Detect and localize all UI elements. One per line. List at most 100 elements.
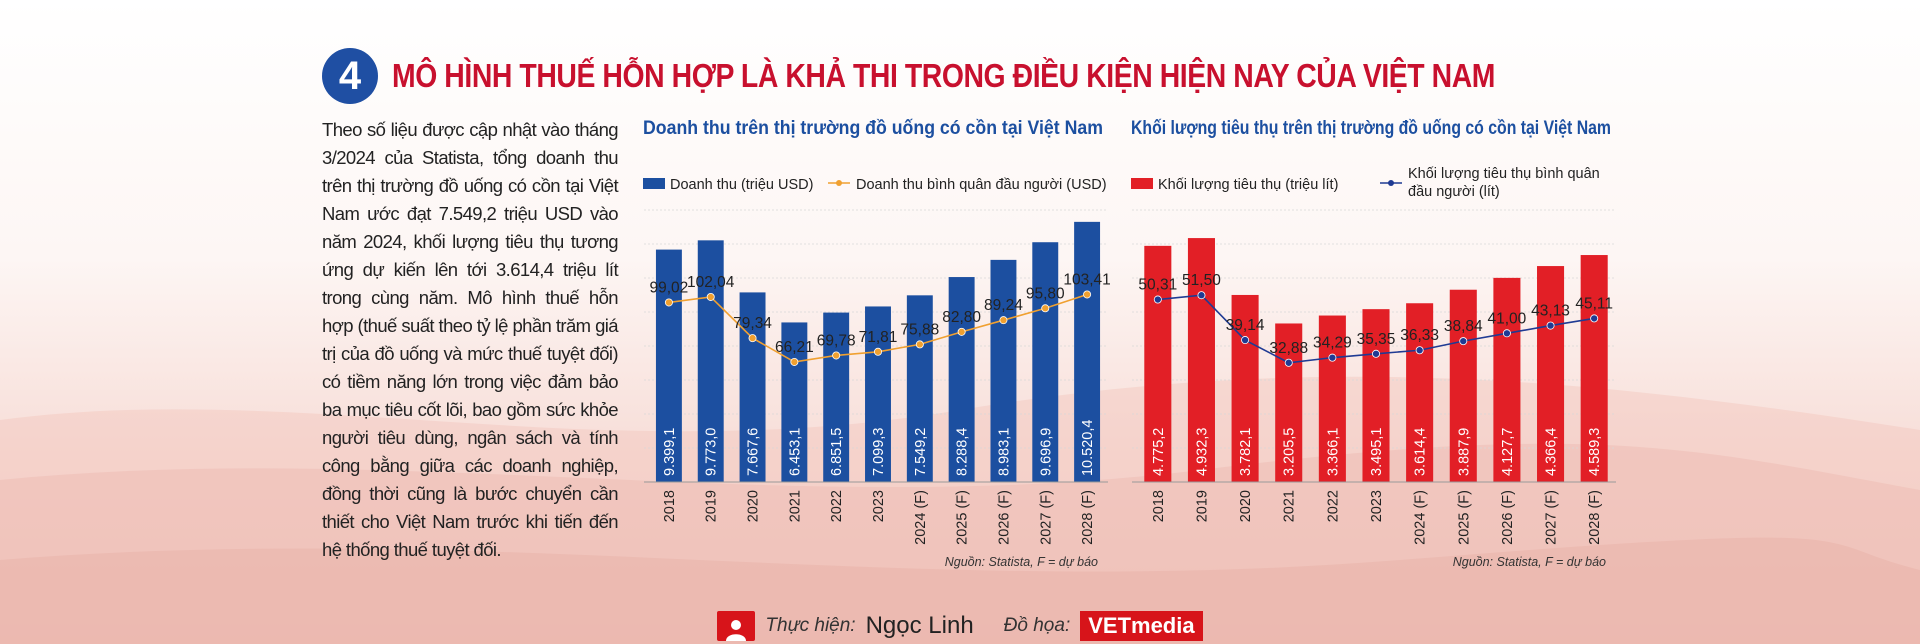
bar-value-label: 4.127,7 [1500, 428, 1516, 476]
line-value-label: 35,35 [1357, 331, 1396, 348]
author-icon [717, 611, 756, 641]
line-point [1590, 314, 1599, 323]
x-tick-label: 2027 (F) [1038, 490, 1054, 545]
bar-value-label: 7.549,2 [913, 428, 929, 476]
line-point [873, 347, 882, 356]
line-value-label: 75,88 [900, 321, 939, 338]
x-tick-label: 2020 [1238, 490, 1254, 522]
line-point [1041, 304, 1050, 313]
bar [823, 312, 850, 482]
line-value-label: 71,81 [859, 329, 898, 346]
bar [1032, 242, 1059, 482]
line-value-label: 82,80 [942, 309, 981, 326]
line-value-label: 99,02 [650, 279, 689, 296]
line-value-label: 41,00 [1488, 310, 1527, 327]
design-label: Đồ họa: [1003, 615, 1071, 636]
x-tick-label: 2022 [829, 490, 845, 522]
line-value-label: 89,24 [984, 297, 1023, 314]
line-point [1153, 295, 1162, 304]
bar-value-label: 3.205,5 [1282, 428, 1298, 476]
line-point [1083, 290, 1092, 299]
credits-footer: Thực hiện: Ngọc Linh Đồ họa: VETmedia [0, 608, 1920, 644]
legend-swatch-bar [1131, 178, 1153, 189]
line-value-label: 95,80 [1026, 285, 1065, 302]
bar [1275, 323, 1303, 482]
line-value-label: 39,14 [1226, 317, 1265, 334]
line-value-label: 45,11 [1575, 295, 1613, 312]
x-tick-label: 2019 [704, 490, 720, 522]
line-value-label: 51,50 [1182, 272, 1221, 289]
x-tick-label: 2023 [1369, 490, 1385, 522]
bar [1493, 277, 1521, 482]
bar-value-label: 8.983,1 [996, 428, 1012, 476]
bar-value-label: 3.614,4 [1413, 428, 1429, 476]
x-tick-label: 2025 (F) [955, 490, 971, 545]
x-tick-label: 2026 (F) [1500, 490, 1516, 545]
line-value-label: 50,31 [1138, 277, 1177, 294]
x-tick-label: 2021 [787, 490, 803, 522]
bar [865, 306, 891, 482]
x-tick-label: 2024 (F) [1413, 490, 1429, 545]
bar-value-label: 9.696,9 [1038, 428, 1054, 476]
line-value-label: 103,41 [1063, 271, 1110, 288]
line-value-label: 102,04 [687, 274, 735, 291]
bar [948, 277, 975, 482]
bar-value-label: 4.366,4 [1544, 428, 1560, 476]
line-point [790, 357, 799, 366]
section-number-badge: 4 [322, 48, 378, 104]
legend-label-bar: Khối lượng tiêu thụ (triệu lít) [1158, 177, 1338, 193]
x-tick-label: 2019 [1194, 490, 1210, 522]
bar [990, 259, 1017, 482]
source-note: Nguồn: Statista, F = dự báo [1453, 555, 1606, 569]
bar-value-label: 3.782,1 [1238, 428, 1254, 476]
bar [697, 240, 724, 482]
bar [1537, 266, 1565, 482]
author-label: Thực hiện: [765, 615, 856, 636]
x-tick-label: 2028 (F) [1080, 490, 1096, 545]
bar [655, 249, 682, 482]
x-tick-label: 2020 [746, 490, 762, 522]
line-value-label: 66,21 [775, 339, 814, 356]
line-value-label: 36,33 [1400, 327, 1439, 344]
x-tick-label: 2023 [871, 490, 887, 522]
line-point [999, 316, 1008, 325]
line-point [1546, 321, 1555, 330]
intro-paragraph: Theo số liệu được cập nhật vào tháng 3/2… [322, 119, 619, 560]
bar [781, 322, 808, 482]
bar-value-label: 6.453,1 [787, 428, 803, 476]
line-point [664, 298, 673, 307]
bar-value-label: 3.366,1 [1325, 428, 1341, 476]
line-point [1284, 358, 1293, 367]
line-point [957, 327, 966, 336]
bar [1318, 315, 1346, 482]
line-point [1459, 337, 1468, 346]
line-point [1328, 353, 1337, 362]
line-point [1502, 329, 1511, 338]
x-tick-label: 2024 (F) [913, 490, 929, 545]
legend-label-line: Khối lượng tiêu thụ bình quân đầu người (… [1408, 166, 1600, 200]
line-point [915, 340, 924, 349]
line-point [1415, 346, 1424, 355]
x-tick-label: 2022 [1325, 490, 1341, 522]
chart-title: Doanh thu trên thị trường đồ uống có cồn… [643, 118, 1103, 139]
bar-value-label: 7.099,3 [871, 428, 887, 476]
legend-swatch-marker [836, 180, 842, 186]
consumption-chart: Khối lượng tiêu thụ trên thị trường đồ u… [1131, 118, 1616, 569]
x-tick-label: 2027 (F) [1544, 490, 1560, 545]
bar [1406, 303, 1434, 482]
bar-value-label: 7.667,6 [746, 428, 762, 476]
bar [1231, 294, 1259, 482]
x-tick-label: 2025 (F) [1456, 490, 1472, 545]
bar-value-label: 6.851,5 [829, 428, 845, 476]
brand-logo: VETmedia [1080, 611, 1203, 641]
line-value-label: 32,88 [1269, 340, 1308, 357]
bar-value-label: 4.589,3 [1587, 428, 1603, 476]
section-header: 4 MÔ HÌNH THUẾ HỖN HỢP LÀ KHẢ THI TRONG … [322, 44, 1675, 108]
bar [1187, 238, 1215, 482]
legend-label-line: Doanh thu bình quân đầu người (USD) [856, 177, 1107, 193]
bar-value-label: 4.932,3 [1194, 428, 1210, 476]
line-point [1241, 336, 1250, 345]
legend-swatch-marker [1388, 180, 1394, 186]
x-tick-label: 2018 [662, 490, 678, 522]
section-title: MÔ HÌNH THUẾ HỖN HỢP LÀ KHẢ THI TRONG ĐI… [392, 57, 1496, 94]
